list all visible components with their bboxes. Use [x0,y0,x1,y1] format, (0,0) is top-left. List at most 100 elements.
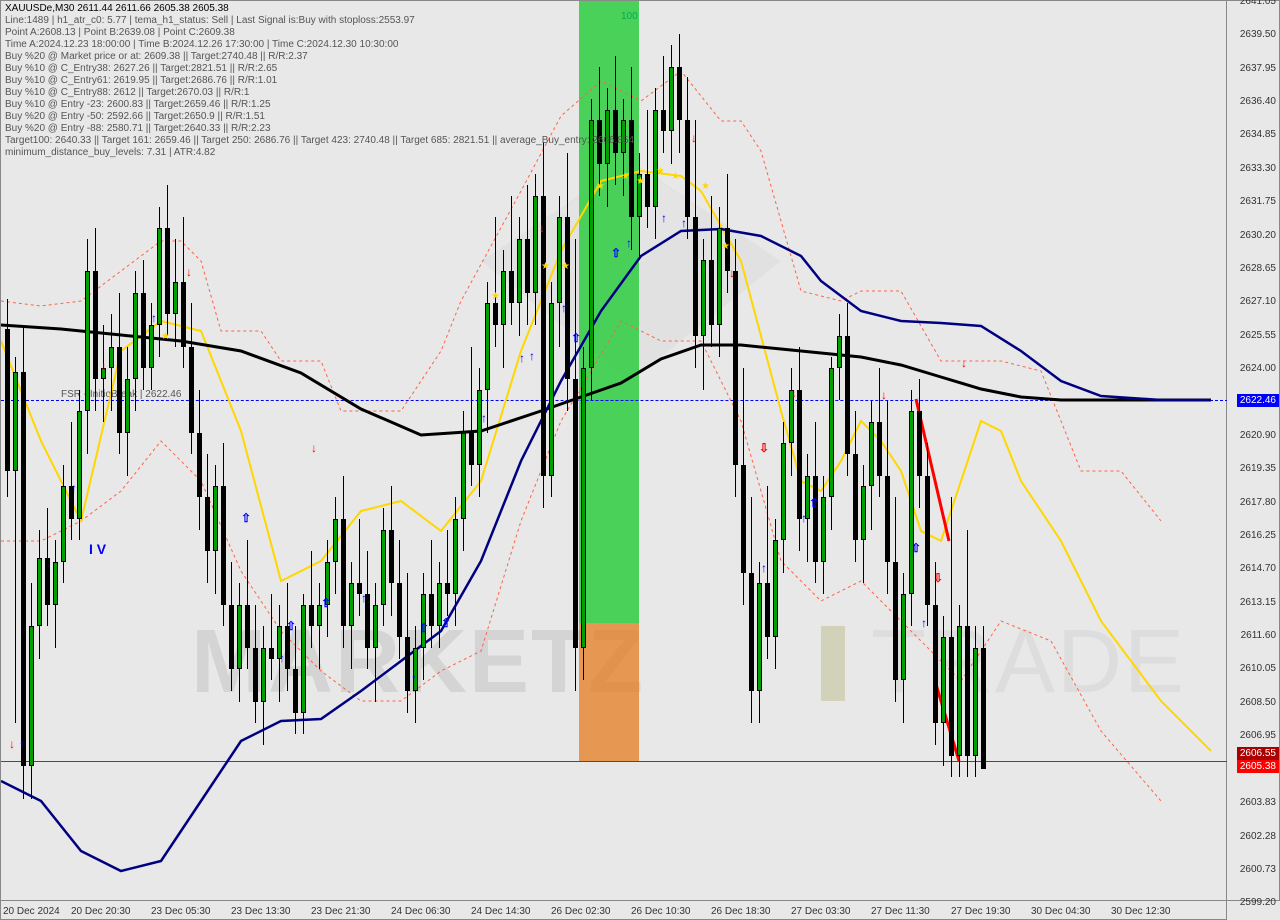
time-label: 23 Dec 05:30 [151,906,211,917]
price-label: 2599.20 [1240,897,1276,908]
time-label: 26 Dec 18:30 [711,906,771,917]
signal-arrow: ↓ [691,131,697,145]
info-line: minimum_distance_buy_levels: 7.31 | ATR:… [5,147,215,158]
signal-arrow: ↑ [411,671,417,685]
star-marker: ★ [621,171,630,182]
hline-blue-dashed [1,400,1228,401]
star-marker: ★ [561,261,570,272]
info-line: Buy %10 @ C_Entry61: 2619.95 || Target:2… [5,75,277,86]
signal-arrow: ↑ [921,616,927,630]
fib-green-zone [579,1,639,623]
signal-arrow: ↑ [361,591,367,605]
info-line: Buy %10 @ Entry -23: 2600.83 || Target:2… [5,99,271,110]
time-label: 23 Dec 21:30 [311,906,371,917]
price-label: 2603.83 [1240,797,1276,808]
price-label: 2610.05 [1240,663,1276,674]
info-line: Line:1489 | h1_atr_c0: 5.77 | tema_h1_st… [5,15,415,26]
signal-arrow: ↑ [481,411,487,425]
signal-arrow: ⇧ [611,246,621,260]
signal-arrow: ↓ [791,386,797,400]
price-label: 2619.35 [1240,463,1276,474]
signal-arrow: ⇩ [933,571,943,585]
price-label: 2625.55 [1240,330,1276,341]
signal-arrow: ↑ [681,216,687,230]
price-label: 2636.40 [1240,96,1276,107]
price-label: 2602.28 [1240,831,1276,842]
time-label: 24 Dec 14:30 [471,906,531,917]
price-label: 2637.95 [1240,63,1276,74]
price-label: 2620.90 [1240,430,1276,441]
price-tag: 2622.46 [1237,394,1279,407]
signal-arrow: ⇩ [759,441,769,455]
info-line: Buy %20 @ Entry -50: 2592.66 || Target:2… [5,111,265,122]
signal-arrow: ↓ [961,356,967,370]
fib-orange-zone [579,623,639,761]
wave-label: I V [89,541,106,557]
info-line: Buy %10 @ C_Entry38: 2627.26 || Target:2… [5,63,277,74]
signal-arrow: ↑ [761,561,767,575]
price-label: 2606.95 [1240,730,1276,741]
signal-arrow: ↑ [71,481,77,495]
signal-arrow: ↓ [9,737,15,751]
info-line: Target100: 2640.33 || Target 161: 2659.4… [5,135,634,146]
price-label: 2614.70 [1240,563,1276,574]
star-marker: ★ [491,291,500,302]
signal-arrow: ↓ [729,266,735,280]
price-label: 2633.30 [1240,163,1276,174]
price-label: 2630.20 [1240,230,1276,241]
signal-arrow: ↑ [626,236,632,250]
info-line: Buy %20 @ Market price or at: 2609.38 ||… [5,51,308,62]
chart-area[interactable]: MARKETZ TRADE 100 FSR - InitioBreak | 26… [0,0,1227,901]
signal-arrow: ⇧ [321,596,331,610]
signal-arrow: ↓ [881,388,887,402]
time-label: 27 Dec 03:30 [791,906,851,917]
signal-arrow: ↑ [661,211,667,225]
price-tag: 2606.55 [1237,747,1279,760]
star-marker: ★ [721,241,730,252]
star-marker: ★ [636,176,645,187]
time-label: 27 Dec 11:30 [871,906,930,917]
price-label: 2639.50 [1240,29,1276,40]
signal-arrow: ↑ [151,311,157,325]
signal-arrow: ↓ [186,265,192,279]
time-label: 30 Dec 04:30 [1031,906,1091,917]
signal-arrow: ↑ [561,301,567,315]
signal-arrow: ⇧ [911,541,921,555]
star-marker: ★ [161,331,170,342]
time-label: 23 Dec 13:30 [231,906,291,917]
price-label: 2611.60 [1241,630,1276,641]
signal-arrow: ↑ [519,351,525,365]
signal-arrow: ⇧ [571,331,581,345]
star-marker: ★ [541,261,550,272]
price-tag: 2605.38 [1237,760,1279,773]
signal-arrow: ↓ [539,221,545,235]
price-label: 2624.00 [1240,363,1276,374]
info-line: Time A:2024.12.23 18:00:00 | Time B:2024… [5,39,398,50]
watermark-text-2: TRADE [871,611,1186,714]
price-label: 2608.50 [1240,697,1276,708]
signal-arrow: ↑ [279,651,285,665]
signal-arrow: ⇧ [286,619,296,633]
star-marker: ★ [656,166,665,177]
signal-arrow: ↑ [529,349,535,363]
price-label: 2613.15 [1240,597,1276,608]
fib-100-label: 100 [621,11,638,22]
hline-red [1,761,1228,762]
price-label: 2600.73 [1240,864,1276,875]
time-label: 26 Dec 02:30 [551,906,611,917]
price-label: 2628.65 [1240,263,1276,274]
time-axis: 20 Dec 202420 Dec 20:3023 Dec 05:3023 De… [0,901,1227,920]
signal-arrow: ↑ [19,737,25,751]
signal-arrow: ↓ [101,359,107,373]
info-line: Buy %10 @ C_Entry88: 2612 || Target:2670… [5,87,249,98]
time-label: 26 Dec 10:30 [631,906,691,917]
signal-arrow: ⇧ [419,621,429,635]
time-label: 20 Dec 2024 [3,906,60,917]
price-label: 2631.75 [1240,196,1276,207]
price-label: 2617.80 [1240,497,1276,508]
chart-container: MARKETZ TRADE 100 FSR - InitioBreak | 26… [0,0,1280,920]
time-label: 30 Dec 12:30 [1111,906,1171,917]
price-label: 2616.25 [1240,530,1276,541]
signal-arrow: ⇧ [809,496,819,510]
star-marker: ★ [701,181,710,192]
